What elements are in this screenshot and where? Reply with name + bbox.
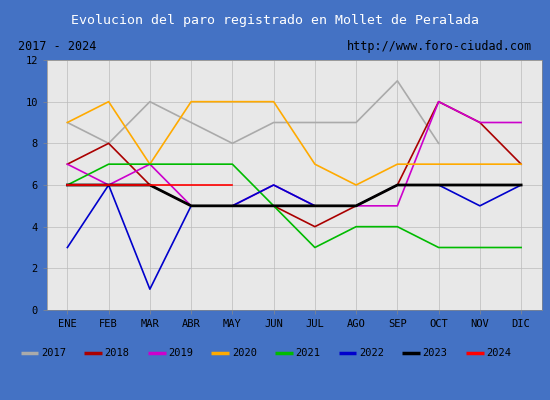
Text: 2017: 2017 (41, 348, 66, 358)
Text: http://www.foro-ciudad.com: http://www.foro-ciudad.com (347, 40, 532, 53)
Text: 2022: 2022 (359, 348, 384, 358)
Text: Evolucion del paro registrado en Mollet de Peralada: Evolucion del paro registrado en Mollet … (71, 14, 479, 27)
Text: 2021: 2021 (295, 348, 321, 358)
Text: 2023: 2023 (423, 348, 448, 358)
Text: 2024: 2024 (486, 348, 512, 358)
Text: 2020: 2020 (232, 348, 257, 358)
Text: 2018: 2018 (104, 348, 130, 358)
Text: 2019: 2019 (168, 348, 193, 358)
Text: 2017 - 2024: 2017 - 2024 (18, 40, 96, 53)
